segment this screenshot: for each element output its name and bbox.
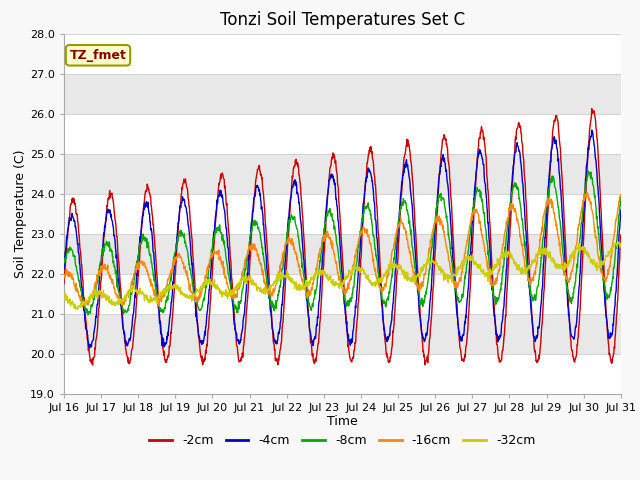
Legend: -2cm, -4cm, -8cm, -16cm, -32cm: -2cm, -4cm, -8cm, -16cm, -32cm xyxy=(145,429,540,452)
Bar xyxy=(64,73,621,114)
Bar xyxy=(64,274,621,313)
Y-axis label: Soil Temperature (C): Soil Temperature (C) xyxy=(14,149,28,278)
Bar xyxy=(64,193,621,234)
Title: Tonzi Soil Temperatures Set C: Tonzi Soil Temperatures Set C xyxy=(220,11,465,29)
X-axis label: Time: Time xyxy=(327,415,358,429)
Bar xyxy=(64,114,621,154)
Bar xyxy=(64,354,621,394)
Bar xyxy=(64,154,621,193)
Bar xyxy=(64,34,621,73)
Bar xyxy=(64,313,621,354)
Text: TZ_fmet: TZ_fmet xyxy=(70,49,127,62)
Bar xyxy=(64,234,621,274)
